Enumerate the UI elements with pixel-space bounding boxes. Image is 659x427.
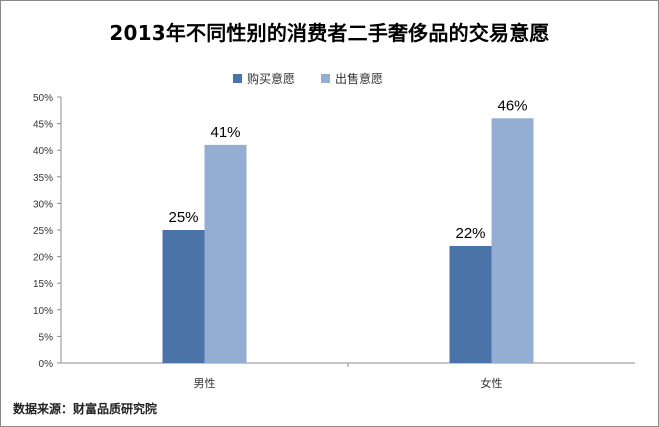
y-tick-label: 45% — [33, 120, 53, 131]
legend-item-sell: 出售意愿 — [321, 70, 383, 87]
y-tick-label: 15% — [33, 279, 53, 290]
y-tick-label: 25% — [33, 226, 53, 237]
x-tick-label: 男性 — [194, 376, 216, 390]
bar-buy — [162, 230, 205, 363]
y-tick-label: 40% — [33, 146, 53, 157]
bar-sell — [204, 144, 247, 363]
y-tick-label: 20% — [33, 253, 53, 264]
bar-sell — [491, 118, 534, 363]
legend-item-buy: 购买意愿 — [233, 70, 295, 87]
y-tick-label: 30% — [33, 199, 53, 210]
legend-label-sell: 出售意愿 — [335, 72, 384, 86]
y-tick-label: 0% — [39, 359, 54, 370]
y-tick-label: 35% — [33, 173, 53, 184]
legend: 购买意愿 出售意愿 — [233, 70, 409, 87]
bar-buy — [449, 245, 492, 363]
source-note: 数据来源：财富品质研究院 — [13, 402, 158, 416]
data-label: 41% — [210, 124, 240, 141]
legend-label-buy: 购买意愿 — [247, 72, 296, 86]
y-tick-label: 50% — [33, 93, 53, 104]
data-label: 22% — [455, 225, 485, 242]
chart-title: 2013年不同性别的消费者二手奢侈品的交易意愿 — [109, 21, 550, 45]
legend-swatch-buy — [233, 74, 242, 83]
data-label: 25% — [168, 209, 198, 226]
legend-swatch-sell — [321, 74, 331, 83]
y-tick-label: 10% — [33, 306, 53, 317]
x-tick-label: 女性 — [481, 376, 503, 390]
y-tick-label: 5% — [39, 332, 54, 343]
data-label: 46% — [497, 97, 527, 114]
